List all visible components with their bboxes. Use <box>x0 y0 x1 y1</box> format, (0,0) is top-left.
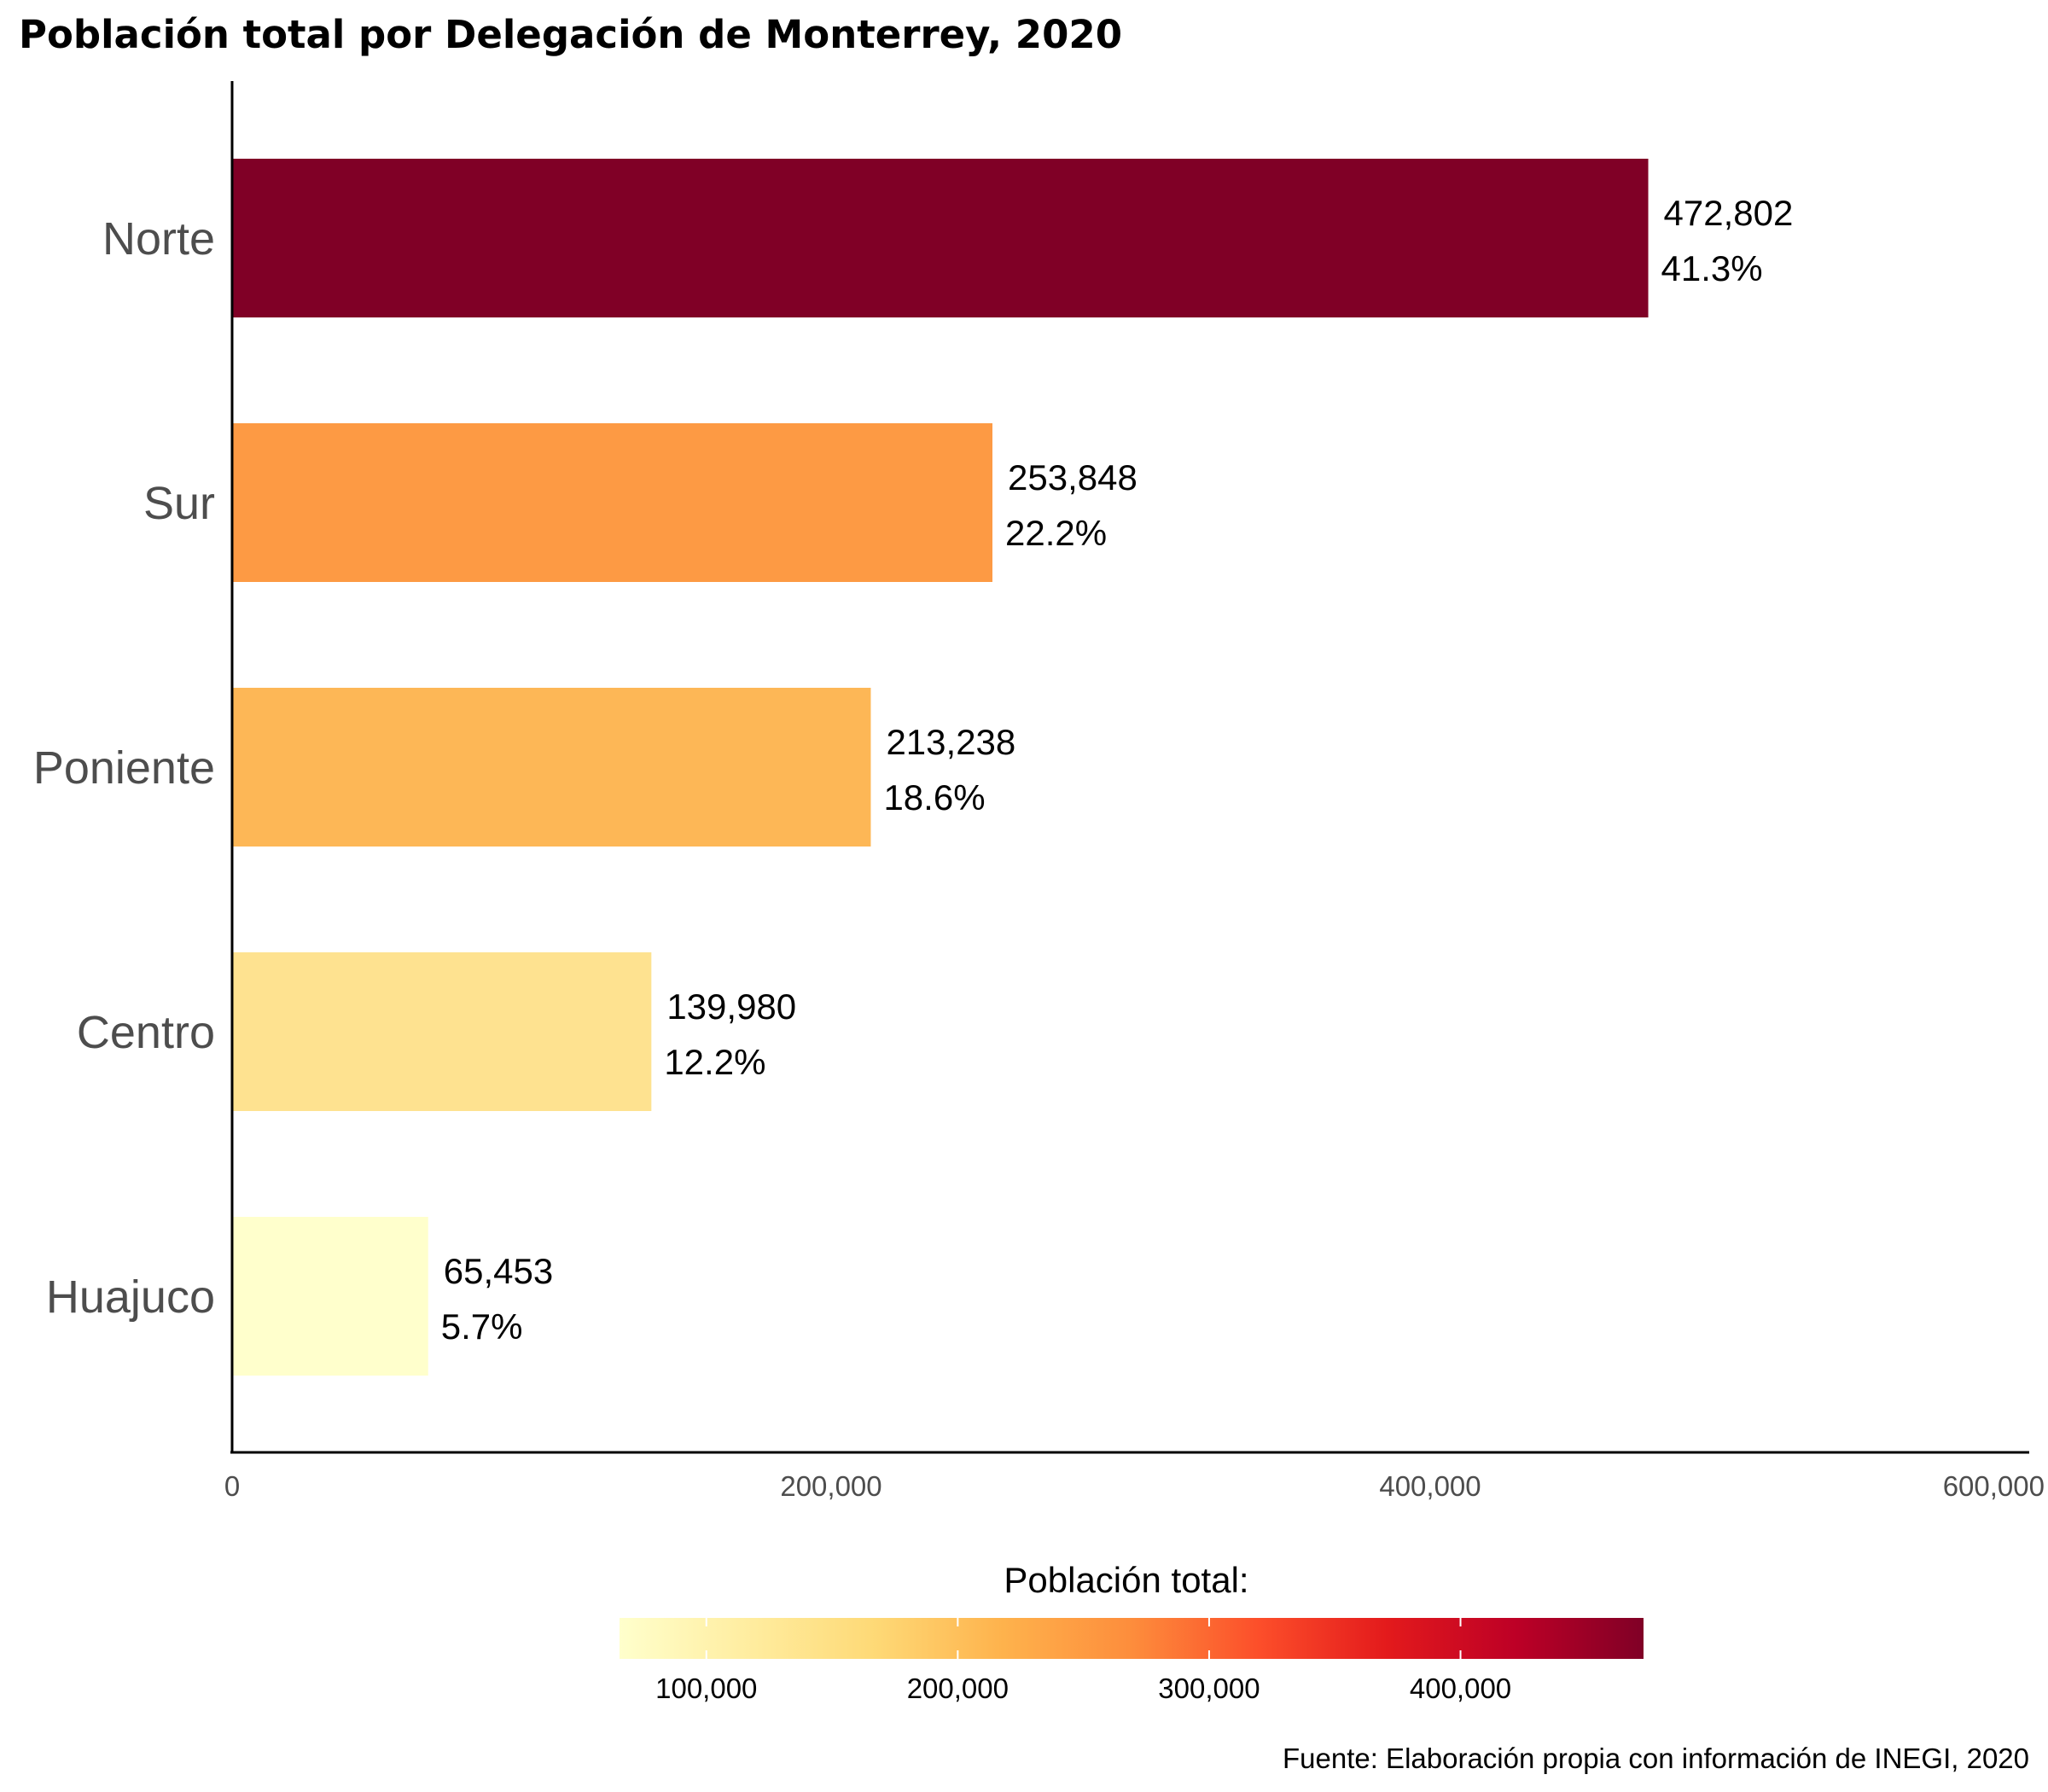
bar-sur <box>232 423 993 582</box>
percent-label: 22.2% <box>1005 513 1107 553</box>
chart-caption: Fuente: Elaboración propia con informaci… <box>1283 1743 2029 1774</box>
percent-label: 18.6% <box>883 777 985 817</box>
bar-huajuco <box>232 1217 428 1376</box>
x-tick-label: 600,000 <box>1943 1470 2045 1502</box>
category-label: Centro <box>77 1007 215 1058</box>
category-label: Sur <box>143 478 215 529</box>
legend-tick-label: 200,000 <box>907 1673 1009 1704</box>
legend-colorbar <box>620 1618 1644 1659</box>
value-label: 65,453 <box>444 1251 553 1291</box>
category-label: Norte <box>102 213 215 265</box>
x-tick-label: 400,000 <box>1379 1470 1481 1502</box>
category-label: Huajuco <box>46 1271 215 1323</box>
value-label: 213,238 <box>886 722 1015 762</box>
legend-tick-label: 300,000 <box>1158 1673 1260 1704</box>
legend-title: Población total: <box>1004 1560 1248 1600</box>
chart-title: Población total por Delegación de Monter… <box>19 12 1122 57</box>
x-tick-label: 0 <box>224 1470 240 1502</box>
legend-tick-label: 400,000 <box>1410 1673 1511 1704</box>
bar-centro <box>232 952 652 1111</box>
value-label: 139,980 <box>666 986 796 1027</box>
category-label: Poniente <box>33 742 215 794</box>
legend-tick-label: 100,000 <box>655 1673 757 1704</box>
percent-label: 5.7% <box>441 1306 523 1347</box>
value-label: 472,802 <box>1664 193 1794 233</box>
x-tick-label: 200,000 <box>780 1470 881 1502</box>
bar-poniente <box>232 688 871 847</box>
percent-label: 12.2% <box>664 1042 765 1082</box>
percent-label: 41.3% <box>1661 248 1763 288</box>
bar-norte <box>232 159 1649 317</box>
value-label: 253,848 <box>1008 457 1137 497</box>
